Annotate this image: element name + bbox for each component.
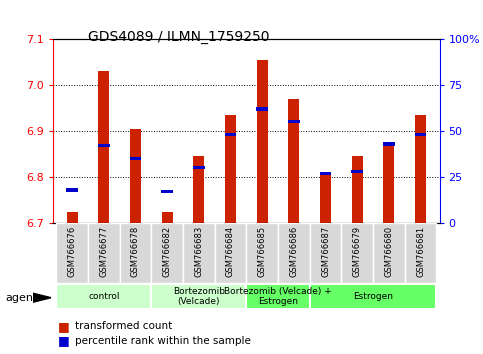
Bar [341, 223, 373, 283]
Bar [310, 223, 341, 283]
Bar [57, 284, 151, 309]
Polygon shape [33, 293, 51, 302]
Bar [67, 212, 78, 223]
Bar [256, 59, 268, 223]
Bar [246, 223, 278, 283]
Bar [415, 133, 426, 136]
Bar [193, 156, 204, 223]
Bar [98, 144, 110, 147]
Text: transformed count: transformed count [75, 321, 172, 331]
Text: Bortezomib (Velcade) +
Estrogen: Bortezomib (Velcade) + Estrogen [224, 287, 332, 306]
Bar [352, 156, 363, 223]
Bar [98, 71, 109, 223]
Bar [320, 172, 331, 223]
Bar [384, 142, 395, 223]
Text: GSM766681: GSM766681 [416, 226, 425, 277]
Text: ■: ■ [58, 334, 70, 347]
Text: control: control [88, 292, 120, 301]
Bar [66, 188, 78, 192]
Text: GSM766684: GSM766684 [226, 226, 235, 277]
Bar [246, 284, 310, 309]
Bar [288, 120, 299, 124]
Bar [151, 223, 183, 283]
Bar [373, 223, 405, 283]
Bar [151, 284, 246, 309]
Bar [183, 223, 214, 283]
Bar [383, 142, 395, 145]
Bar [88, 223, 120, 283]
Bar [193, 166, 205, 170]
Text: GSM766680: GSM766680 [384, 226, 393, 277]
Bar [130, 129, 141, 223]
Text: percentile rank within the sample: percentile rank within the sample [75, 336, 251, 346]
Text: GSM766679: GSM766679 [353, 226, 362, 277]
Text: GSM766682: GSM766682 [163, 226, 171, 277]
Text: GSM766687: GSM766687 [321, 226, 330, 277]
Bar [214, 223, 246, 283]
Bar [129, 157, 142, 160]
Text: Estrogen: Estrogen [353, 292, 393, 301]
Text: GSM766678: GSM766678 [131, 226, 140, 277]
Bar [225, 133, 236, 136]
Bar [57, 223, 88, 283]
Bar [288, 99, 299, 223]
Bar [351, 170, 363, 173]
Bar [225, 115, 236, 223]
Bar [405, 223, 436, 283]
Text: GDS4089 / ILMN_1759250: GDS4089 / ILMN_1759250 [88, 30, 270, 44]
Text: GSM766685: GSM766685 [257, 226, 267, 277]
Bar [415, 115, 426, 223]
Bar [310, 284, 436, 309]
Text: Bortezomib
(Velcade): Bortezomib (Velcade) [173, 287, 225, 306]
Bar [278, 223, 310, 283]
Text: ■: ■ [58, 320, 70, 333]
Bar [320, 172, 331, 175]
Bar [120, 223, 151, 283]
Bar [162, 212, 173, 223]
Text: GSM766683: GSM766683 [194, 226, 203, 277]
Text: GSM766677: GSM766677 [99, 226, 108, 277]
Bar [161, 190, 173, 193]
Text: GSM766686: GSM766686 [289, 226, 298, 277]
Text: agent: agent [6, 293, 38, 303]
Bar [256, 107, 268, 110]
Text: GSM766676: GSM766676 [68, 226, 77, 277]
